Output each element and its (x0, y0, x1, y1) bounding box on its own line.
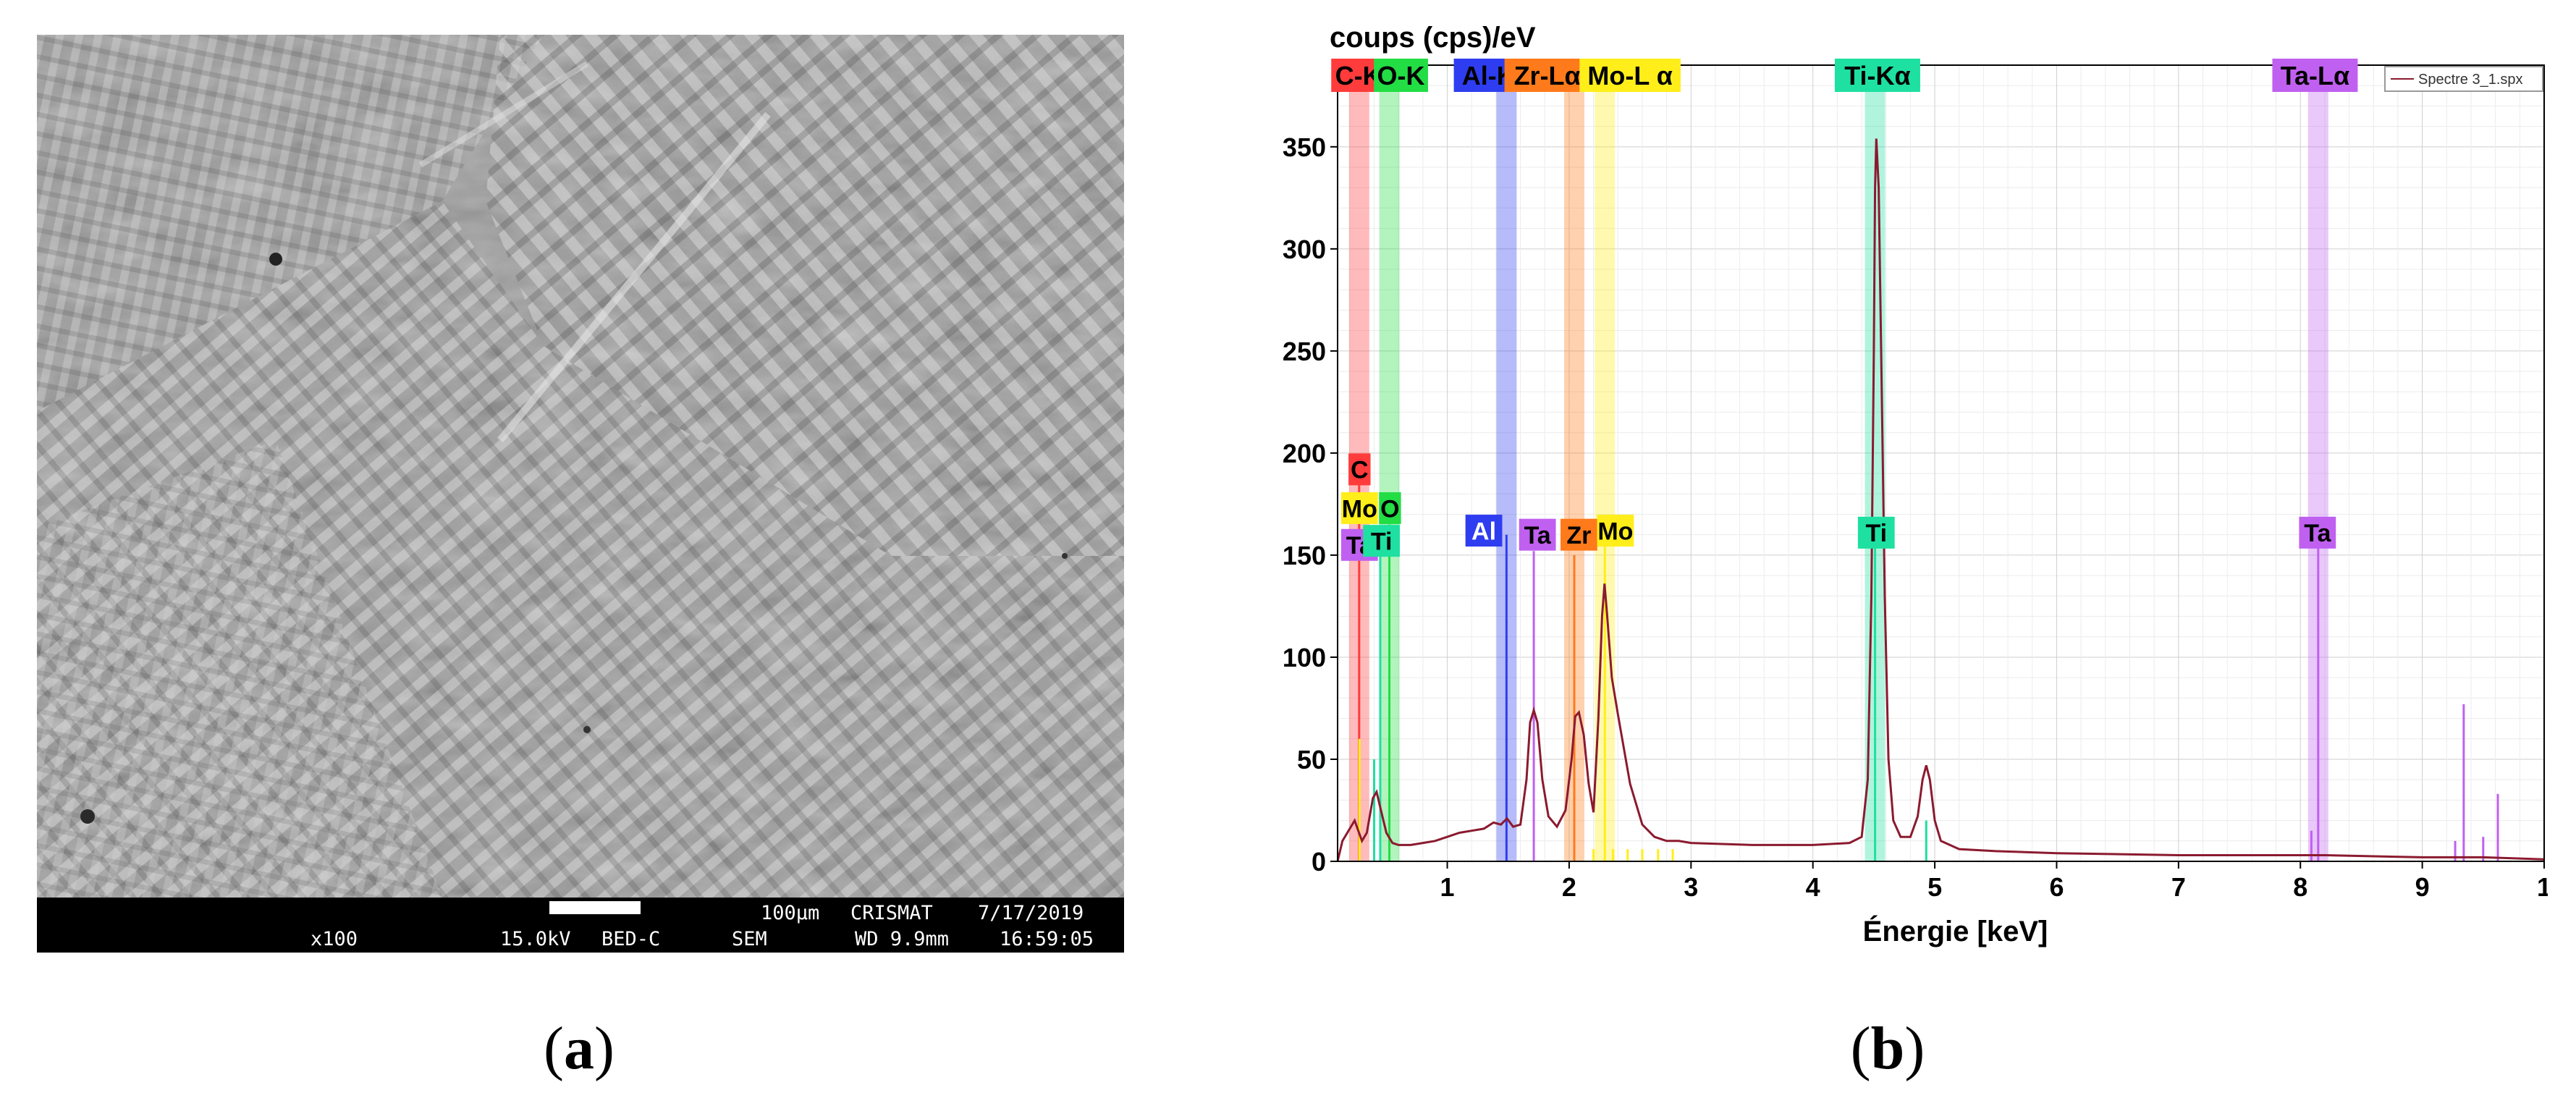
x-tick-label: 1 (1440, 872, 1455, 902)
band-label-mo-text: Mo-L α (1587, 61, 1672, 90)
band-label-ta-text: Ta-Lα (2281, 61, 2349, 90)
x-tick-label: 2 (1562, 872, 1576, 902)
x-axis-title: Énergie [keV] (1863, 915, 2048, 947)
element-label-ti-box (1363, 525, 1401, 557)
band-label-zr-text: Zr-Lα (1514, 61, 1581, 90)
element-label-ti-text: Ti (1371, 528, 1393, 555)
band-label-ta: Ta-Lα (2272, 59, 2358, 92)
element-label-mo-box (1597, 515, 1634, 547)
element-label-ta: Ta (2299, 516, 2336, 549)
element-label-ti-box (1857, 516, 1895, 549)
y-tick-label: 200 (1283, 439, 1326, 468)
element-label-ta-text: Ta (2304, 520, 2331, 547)
band-label-ti-box (1834, 59, 1920, 92)
element-label-mo: Mo (1597, 515, 1634, 547)
y-tick-label: 300 (1283, 235, 1326, 264)
element-label-mo-box (1340, 492, 1378, 525)
element-label-c-text: C (1351, 457, 1369, 484)
legend: Spectre 3_1.spx (2384, 66, 2543, 92)
band-label-ta-box (2272, 59, 2358, 92)
grid (1338, 64, 2545, 862)
sem-mode: SEM (732, 928, 767, 950)
x-tick-label: 3 (1684, 872, 1698, 902)
band-label-o-box (1374, 59, 1428, 92)
sem-magnification: x100 (311, 928, 358, 950)
element-label-al: Al (1465, 515, 1503, 547)
element-label-al-box (1465, 515, 1503, 547)
x-tick-label: 1 (2537, 872, 2548, 902)
band-label-zr: Zr-Lα (1504, 59, 1590, 92)
element-label-mo-text: Mo (1597, 518, 1633, 545)
eds-chart: 0 50 100 150 200 250 300 350 1 2 3 4 5 6 7 8 9 1 C-KO-K Al… (1283, 22, 2548, 947)
legend-label: Spectre 3_1.spx (2418, 72, 2523, 88)
y-axis-title: coups (cps)/eV (1330, 22, 1536, 54)
y-tick-label: 50 (1297, 745, 1326, 774)
band-label-mo: Mo-L α (1579, 59, 1681, 92)
y-tick-label: 250 (1283, 337, 1326, 366)
y-tick-label: 350 (1283, 132, 1326, 162)
sem-micrograph-panel: 100μm CRISMAT 7/17/2019 x100 15.0kV BED-… (37, 35, 1124, 953)
plot-frame (1337, 64, 2545, 862)
x-tick-label: 6 (2049, 872, 2064, 902)
spectrum-line (1336, 138, 2545, 862)
sem-image: 100μm CRISMAT 7/17/2019 x100 15.0kV BED-… (37, 35, 1124, 953)
element-label-ta-text: Ta (1524, 522, 1552, 549)
y-tick-label: 150 (1283, 541, 1326, 570)
band-label-c-text: C-K (1335, 61, 1382, 90)
band-label-o-text: O-K (1377, 61, 1425, 90)
element-label-ti: Ti (1363, 525, 1401, 557)
element-label-mo: Mo (1340, 492, 1378, 525)
caption-b: (b) (1850, 1015, 1925, 1082)
x-tick-label: 8 (2293, 872, 2307, 902)
x-tick-label: 9 (2415, 872, 2430, 902)
eds-spectrum-panel: 0 50 100 150 200 250 300 350 1 2 3 4 5 6 7 8 9 1 C-K O-K Al… (1274, 14, 2548, 977)
element-label-zr-text: Zr (1566, 522, 1591, 549)
element-label-ti-text: Ti (1865, 520, 1887, 547)
element-label-ti: Ti (1857, 516, 1895, 549)
element-label-c-box (1348, 453, 1371, 486)
sem-lab: CRISMAT (850, 902, 933, 924)
band-labels: C-KO-K Al-KZr-Lα Mo-L α Ti-Kα Ta-Lα (1331, 59, 2358, 92)
x-tick-label: 7 (2171, 872, 2186, 902)
y-tick-label: 100 (1283, 643, 1326, 672)
x-tick-label: 4 (1806, 872, 1820, 902)
sem-working-distance: WD 9.9mm (855, 928, 949, 950)
band-label-mo-box (1579, 59, 1681, 92)
sem-time: 16:59:05 (1000, 928, 1094, 950)
element-label-c: C (1348, 453, 1371, 486)
sem-voltage: 15.0kV (500, 928, 571, 950)
element-label-ta: Ta (1519, 518, 1556, 551)
element-label-o-text: O (1380, 495, 1399, 523)
element-label-mo-text: Mo (1342, 495, 1377, 523)
element-label-ta-box (1519, 518, 1556, 551)
band-label-zr-box (1504, 59, 1590, 92)
element-label-ta-box (2299, 516, 2336, 549)
band-label-ti: Ti-Kα (1834, 59, 1920, 92)
sem-detector: BED-C (601, 928, 660, 950)
element-label-o: O (1379, 492, 1401, 525)
element-label-zr-box (1561, 518, 1597, 551)
caption-a: (a) (544, 1015, 615, 1082)
band-label-ti-text: Ti-Kα (1844, 61, 1910, 90)
sem-scale-label: 100μm (761, 902, 819, 924)
element-label-al-text: Al (1471, 518, 1496, 545)
element-label-zr: Zr (1561, 518, 1597, 551)
axes: 0 50 100 150 200 250 300 350 1 2 3 4 5 6 7 8 9 1 (1283, 132, 2548, 902)
element-label-o-box (1379, 492, 1401, 525)
x-tick-label: 5 (1927, 872, 1942, 902)
y-tick-label: 0 (1312, 847, 1326, 877)
sem-date: 7/17/2019 (978, 902, 1084, 924)
band-label-o: O-K (1374, 59, 1428, 92)
scale-bar (549, 901, 641, 914)
